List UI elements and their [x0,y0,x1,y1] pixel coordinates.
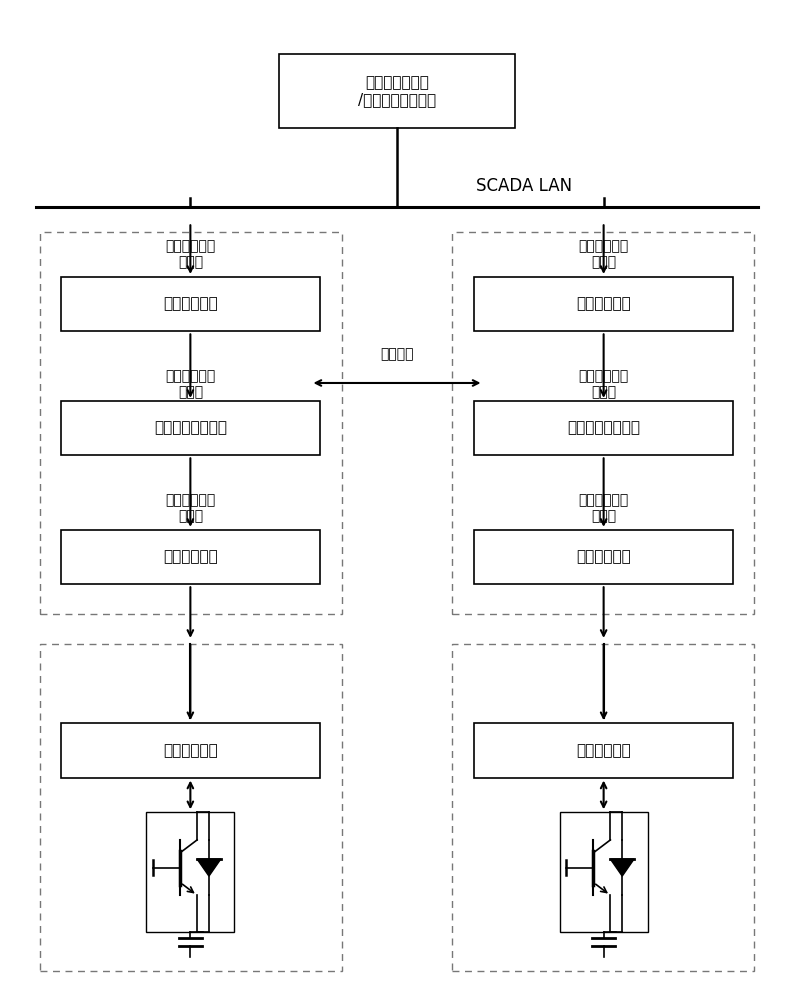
FancyBboxPatch shape [474,277,734,331]
Polygon shape [197,859,221,876]
Text: 阀基控制单元: 阀基控制单元 [576,743,631,758]
FancyBboxPatch shape [40,644,342,971]
Text: 本套无功功率
参考値: 本套无功功率 参考値 [165,493,215,523]
FancyBboxPatch shape [474,401,734,455]
Bar [560,812,648,932]
Text: 上层控制单元: 上层控制单元 [576,297,631,312]
FancyBboxPatch shape [60,530,320,584]
Text: 阀基控制单元: 阀基控制单元 [163,743,218,758]
FancyBboxPatch shape [40,232,342,614]
FancyBboxPatch shape [452,644,754,971]
Text: 全站无功功率
参考値: 全站无功功率 参考値 [579,239,629,269]
Text: 运行人员工作站
/其他自动控制装置: 运行人员工作站 /其他自动控制装置 [358,75,436,107]
FancyBboxPatch shape [452,232,754,614]
FancyBboxPatch shape [60,723,320,778]
Text: 下层控制单元: 下层控制单元 [576,550,631,565]
Text: 全站无功功率
参考値: 全站无功功率 参考値 [579,369,629,399]
Text: 上层控制单元: 上层控制单元 [163,297,218,312]
FancyBboxPatch shape [279,54,515,128]
Text: 套间通讯: 套间通讯 [380,347,414,361]
Text: 无功功率分配单元: 无功功率分配单元 [154,421,227,436]
Text: 无功功率分配单元: 无功功率分配单元 [567,421,640,436]
Polygon shape [611,859,634,876]
FancyBboxPatch shape [60,401,320,455]
Bar [146,812,234,932]
Text: 本套无功功率
参考値: 本套无功功率 参考値 [579,493,629,523]
Text: 全站无功功率
参考値: 全站无功功率 参考値 [165,239,215,269]
Text: 全站无功功率
参考値: 全站无功功率 参考値 [165,369,215,399]
FancyBboxPatch shape [60,277,320,331]
FancyBboxPatch shape [474,723,734,778]
FancyBboxPatch shape [474,530,734,584]
Text: 下层控制单元: 下层控制单元 [163,550,218,565]
Text: SCADA LAN: SCADA LAN [476,177,572,195]
